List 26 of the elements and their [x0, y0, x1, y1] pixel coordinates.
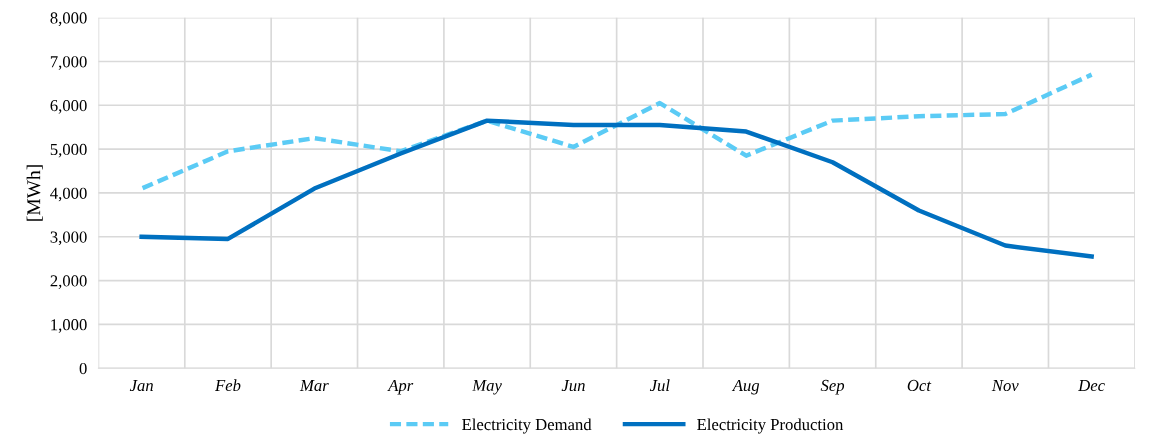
- y-tick-label: 5,000: [50, 143, 87, 158]
- x-tick-label: May: [472, 379, 502, 395]
- x-tick-label: Jul: [649, 379, 670, 392]
- x-tick-label: Mar: [299, 380, 329, 392]
- line-series: [139, 118, 1094, 259]
- y-tick-label: 3,000: [50, 231, 87, 246]
- x-tick-label: Jun: [561, 380, 585, 392]
- y-tick-label: 0: [79, 362, 87, 375]
- x-tick-label: Jan: [129, 380, 153, 392]
- x-tick-label: Feb: [214, 379, 241, 392]
- y-tick-label: 4,000: [50, 187, 87, 202]
- y-tick-label: 6,000: [50, 99, 87, 114]
- y-tick-label: 1,000: [51, 319, 87, 333]
- line-series: [139, 72, 1094, 191]
- x-tick-label: Sep: [820, 379, 845, 395]
- x-tick-label: Oct: [907, 379, 932, 392]
- y-tick-label: 2,000: [50, 275, 87, 289]
- y-tick-label: 8,000: [50, 12, 87, 26]
- x-tick-label: Apr: [387, 379, 414, 395]
- legend-label: Electricity Demand: [462, 418, 592, 434]
- legend-label: Electricity Production: [697, 418, 844, 434]
- x-tick-label: Dec: [1078, 380, 1105, 392]
- y-tick-label: 7,000: [50, 56, 87, 70]
- x-tick-label: Aug: [731, 379, 760, 395]
- x-tick-label: Nov: [991, 380, 1019, 392]
- y-axis-title: [MWh]: [26, 165, 43, 221]
